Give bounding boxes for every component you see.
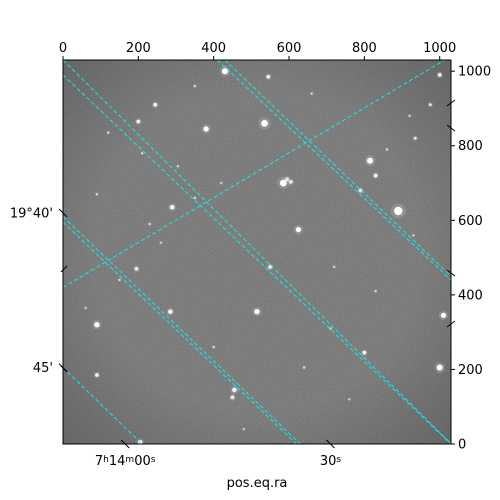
grid-edge-tick xyxy=(446,99,456,107)
star-10 xyxy=(283,175,291,183)
star-1 xyxy=(436,71,444,79)
plot-frame xyxy=(62,59,452,445)
top-axis: 0 200 400 600 800 1000 xyxy=(59,41,456,60)
top-tick-label: 400 xyxy=(201,41,226,56)
star-39 xyxy=(302,365,307,370)
right-tick-label: 600 xyxy=(458,214,483,229)
star-40 xyxy=(175,164,180,169)
star-20 xyxy=(438,310,449,321)
star-0 xyxy=(219,65,231,77)
star-51 xyxy=(158,240,163,245)
star-14 xyxy=(168,203,177,212)
star-7 xyxy=(364,155,376,167)
star-19 xyxy=(252,306,262,317)
top-tick-label: 200 xyxy=(126,41,151,56)
image-vignette xyxy=(63,60,451,444)
grid-edge-tick xyxy=(446,269,456,277)
star-43 xyxy=(106,130,111,135)
star-6 xyxy=(134,118,142,125)
star-46 xyxy=(83,305,88,310)
star-26 xyxy=(229,393,236,401)
star-30 xyxy=(407,113,412,118)
star-24 xyxy=(93,371,101,379)
dec-tick-mark xyxy=(58,363,68,372)
star-31 xyxy=(94,192,99,197)
grid-line-7 xyxy=(63,60,446,288)
star-34 xyxy=(384,147,390,152)
star-35 xyxy=(140,151,145,156)
top-tick-label: 600 xyxy=(277,41,302,56)
grid-edge-tick xyxy=(60,265,68,273)
star-5 xyxy=(201,124,211,134)
grid-line-5 xyxy=(224,60,451,277)
ra-tick-label: 30s xyxy=(320,454,342,469)
dec-tick-label: 45' xyxy=(33,361,53,376)
image-area xyxy=(63,60,451,444)
right-tick-label: 0 xyxy=(458,438,466,453)
star-47 xyxy=(241,427,246,432)
star-37 xyxy=(373,289,378,294)
star-44 xyxy=(309,91,314,96)
star-23 xyxy=(434,362,446,374)
right-tick-label: 400 xyxy=(458,288,483,303)
right-tick-label: 1000 xyxy=(458,65,491,80)
grid-line-1 xyxy=(217,60,451,281)
right-tick-label: 800 xyxy=(458,139,483,154)
x-axis-title: pos.eq.ra xyxy=(227,476,288,491)
star-13 xyxy=(390,203,406,219)
star-11 xyxy=(287,178,295,186)
left-axis: 19°40' 45' xyxy=(10,206,68,376)
star-22 xyxy=(360,349,368,357)
grid-edge-tick xyxy=(446,320,456,328)
grid-line-4 xyxy=(63,216,301,444)
star-15 xyxy=(293,224,304,235)
grid-line-6 xyxy=(63,367,143,444)
star-42 xyxy=(117,277,122,283)
ra-tick-mark xyxy=(326,439,335,449)
grid-line-0 xyxy=(63,74,451,444)
grid-line-2 xyxy=(63,221,297,444)
dec-tick-mark xyxy=(58,208,68,218)
star-45 xyxy=(192,84,197,89)
star-16 xyxy=(133,265,140,273)
star-36 xyxy=(332,264,337,269)
right-tick-label: 200 xyxy=(458,363,483,378)
dec-tick-label: 19°40' xyxy=(10,206,53,221)
right-axis: 0 200 400 600 800 1000 xyxy=(451,65,491,453)
star-28 xyxy=(412,135,418,142)
star-48 xyxy=(347,397,352,402)
star-41 xyxy=(328,326,333,331)
star-33 xyxy=(192,195,197,200)
coordinate-grid xyxy=(63,60,451,444)
star-8 xyxy=(372,172,380,179)
star-50 xyxy=(219,180,224,186)
star-4 xyxy=(258,117,271,130)
star-29 xyxy=(427,102,434,108)
grid-edge-tick xyxy=(446,124,456,132)
top-tick-label: 1000 xyxy=(423,41,456,56)
ra-tick-mark xyxy=(120,439,130,449)
star-21 xyxy=(92,319,102,330)
star-38 xyxy=(211,345,216,350)
top-tick-label: 0 xyxy=(59,41,67,56)
star-3 xyxy=(151,101,159,109)
bottom-axis: 7h14m00s 30s xyxy=(60,99,456,469)
star-18 xyxy=(166,307,175,316)
star-2 xyxy=(264,73,272,81)
star-32 xyxy=(147,221,152,227)
ra-tick-label: 7h14m00s xyxy=(95,454,156,469)
stars-layer xyxy=(83,65,449,444)
star-49 xyxy=(411,233,416,238)
top-tick-label: 800 xyxy=(352,41,377,56)
star-25 xyxy=(230,385,239,395)
